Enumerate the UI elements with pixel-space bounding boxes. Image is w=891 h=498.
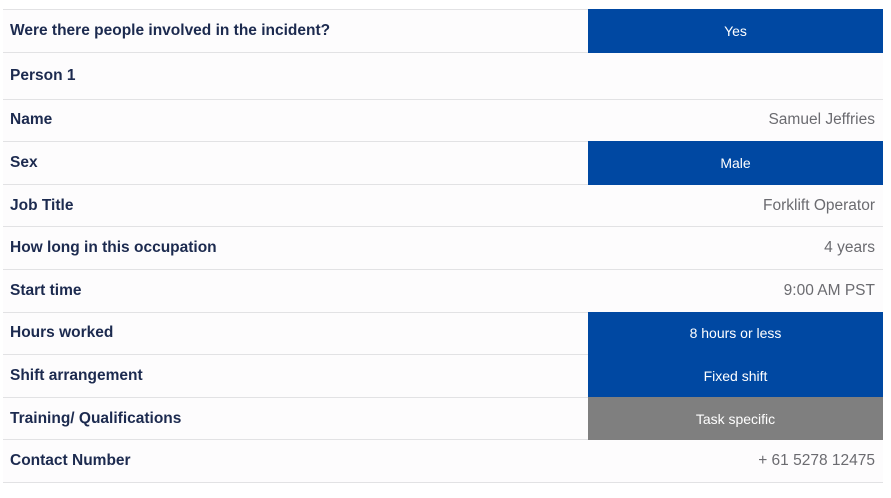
incident-people-table: Were there people involved in the incide…: [3, 9, 883, 483]
person-heading: Person 1: [10, 66, 76, 84]
row-job-title: Job Title Forklift Operator: [3, 184, 883, 228]
row-label: Training/ Qualifications: [10, 409, 182, 427]
row-occupation-duration: How long in this occupation 4 years: [3, 227, 883, 270]
row-hours-worked: Hours worked 8 hours or less: [3, 311, 883, 356]
row-label: Sex: [10, 153, 38, 171]
training-selection[interactable]: Task specific: [588, 396, 883, 441]
row-contact-number: Contact Number + 61 5278 12475: [3, 440, 883, 483]
row-label: Name: [10, 111, 53, 129]
row-label: Shift arrangement: [10, 366, 143, 384]
row-name: Name Samuel Jeffries: [3, 99, 883, 143]
row-label: Job Title: [10, 196, 74, 214]
occupation-duration-value: 4 years: [824, 239, 875, 257]
people-involved-selection[interactable]: Yes: [588, 9, 883, 53]
row-label: Were there people involved in the incide…: [10, 21, 331, 39]
row-training: Training/ Qualifications Task specific: [3, 396, 883, 441]
row-value: [588, 53, 883, 99]
row-label: How long in this occupation: [10, 239, 217, 257]
shift-arrangement-selection[interactable]: Fixed shift: [588, 354, 883, 398]
job-title-value: Forklift Operator: [763, 196, 875, 214]
row-label: Contact Number: [10, 452, 131, 470]
row-label: Hours worked: [10, 324, 114, 342]
sex-selection[interactable]: Male: [588, 141, 883, 185]
row-label: Start time: [10, 281, 82, 299]
hours-worked-selection[interactable]: 8 hours or less: [588, 311, 883, 356]
row-person-header: Person 1: [3, 52, 883, 100]
row-sex: Sex Male: [3, 141, 883, 185]
start-time-value: 9:00 AM PST: [783, 281, 875, 299]
row-start-time: Start time 9:00 AM PST: [3, 269, 883, 313]
contact-number-value: + 61 5278 12475: [758, 452, 875, 470]
row-people-involved: Were there people involved in the incide…: [3, 9, 883, 53]
name-value: Samuel Jeffries: [768, 111, 875, 129]
row-shift-arrangement: Shift arrangement Fixed shift: [3, 354, 883, 398]
